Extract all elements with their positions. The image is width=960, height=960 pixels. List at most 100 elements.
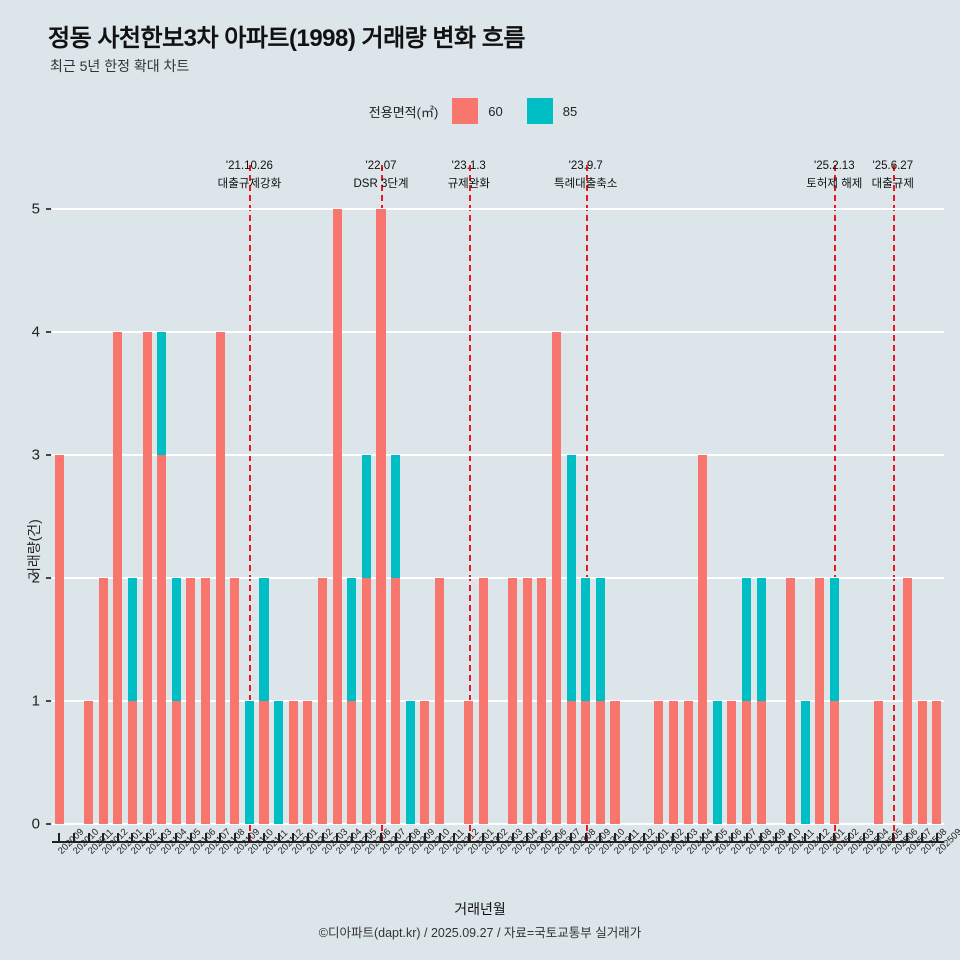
x-axis-tick bbox=[336, 833, 339, 842]
bar-60 bbox=[54, 455, 64, 824]
x-axis-title: 거래년월 bbox=[454, 901, 506, 917]
y-axis-title: 거래량(건) bbox=[26, 519, 42, 580]
y-axis-tick bbox=[46, 208, 51, 210]
footer-credit: ©디아파트(dapt.kr) / 2025.09.27 / 자료=국토교통부 실… bbox=[318, 926, 642, 940]
x-axis-tick bbox=[862, 833, 865, 842]
bar-60 bbox=[361, 578, 371, 824]
bar-60 bbox=[127, 701, 137, 824]
bar-60 bbox=[303, 701, 313, 824]
page-subtitle: 최근 5년 한정 확대 차트 bbox=[50, 58, 190, 74]
x-axis-tick bbox=[716, 833, 719, 842]
y-axis-tick-label: 3 bbox=[31, 446, 40, 464]
legend-label-85: 85 bbox=[562, 103, 578, 119]
bar-60 bbox=[581, 701, 591, 824]
x-axis-tick bbox=[204, 833, 207, 842]
x-axis-tick bbox=[540, 833, 543, 842]
event-date: '22.07 bbox=[365, 160, 397, 172]
bar-60 bbox=[434, 578, 445, 824]
bar-60 bbox=[157, 455, 167, 824]
bar-85 bbox=[712, 701, 722, 824]
y-axis-tick bbox=[46, 454, 51, 456]
x-axis-tick bbox=[570, 833, 573, 842]
bar-60 bbox=[113, 332, 123, 824]
x-axis-tick bbox=[219, 833, 222, 842]
bar-60 bbox=[932, 701, 942, 824]
bar-60 bbox=[815, 578, 825, 824]
bar-60 bbox=[464, 701, 474, 824]
plot-area bbox=[52, 208, 944, 825]
bar-60 bbox=[215, 332, 225, 824]
x-axis-tick bbox=[58, 833, 61, 842]
event-text: DSR 3단계 bbox=[353, 177, 409, 190]
x-axis-tick bbox=[189, 833, 192, 842]
legend-swatch-85 bbox=[526, 98, 553, 124]
x-axis-tick bbox=[87, 833, 90, 842]
y-axis-tick-label: 4 bbox=[31, 323, 40, 341]
bar-85 bbox=[171, 578, 181, 701]
x-axis-tick bbox=[306, 833, 309, 842]
gridline bbox=[52, 454, 944, 456]
bar-85 bbox=[259, 578, 269, 701]
x-axis-tick bbox=[789, 833, 792, 842]
bar-85 bbox=[742, 578, 752, 701]
bar-60 bbox=[654, 701, 664, 824]
legend-swatch-60 bbox=[452, 98, 479, 124]
event-date: '23.9.7 bbox=[568, 160, 603, 172]
bar-60 bbox=[610, 701, 620, 824]
gridline bbox=[52, 577, 944, 579]
bar-60 bbox=[698, 455, 708, 824]
bar-85 bbox=[800, 701, 810, 824]
bar-60 bbox=[508, 578, 518, 824]
x-axis-tick bbox=[131, 833, 134, 842]
bar-60 bbox=[785, 578, 795, 824]
x-axis-tick bbox=[774, 833, 777, 842]
bar-60 bbox=[317, 578, 328, 824]
x-axis-tick bbox=[263, 833, 266, 842]
bar-60 bbox=[186, 578, 196, 824]
x-axis-tick bbox=[423, 833, 426, 842]
bar-60 bbox=[347, 701, 357, 824]
bar-85 bbox=[595, 578, 605, 701]
bar-60 bbox=[478, 578, 488, 824]
bar-60 bbox=[595, 701, 605, 824]
gridline bbox=[52, 700, 944, 702]
x-axis-tick bbox=[292, 833, 295, 842]
bar-60 bbox=[917, 701, 927, 824]
bar-60 bbox=[171, 701, 181, 824]
x-axis-tick bbox=[818, 833, 821, 842]
bar-60 bbox=[537, 578, 547, 824]
bar-60 bbox=[84, 701, 94, 824]
x-axis-tick bbox=[482, 833, 485, 842]
bar-85 bbox=[347, 578, 357, 701]
x-axis-tick bbox=[394, 833, 397, 842]
x-axis-tick bbox=[701, 833, 704, 842]
x-axis-tick bbox=[584, 833, 587, 842]
event-label: '22.07 DSR 3단계 bbox=[354, 158, 409, 194]
bar-85 bbox=[566, 455, 576, 701]
x-axis-tick bbox=[891, 833, 894, 842]
gridline bbox=[52, 208, 944, 210]
x-axis-tick bbox=[321, 833, 324, 842]
x-axis-tick bbox=[146, 833, 149, 842]
event-date: '21.10.26 bbox=[225, 160, 273, 172]
y-axis-tick-label: 0 bbox=[31, 815, 40, 833]
bar-85 bbox=[829, 578, 839, 701]
bar-85 bbox=[244, 701, 254, 824]
bar-60 bbox=[230, 578, 240, 824]
y-axis-tick bbox=[46, 823, 51, 825]
x-axis-tick bbox=[409, 833, 412, 842]
x-axis-tick bbox=[847, 833, 850, 842]
bar-85 bbox=[274, 701, 284, 824]
x-axis-tick bbox=[657, 833, 660, 842]
x-axis-tick bbox=[526, 833, 529, 842]
event-text: 대출규제강화 bbox=[217, 177, 282, 190]
bar-60 bbox=[142, 332, 152, 824]
bar-60 bbox=[742, 701, 752, 824]
bar-60 bbox=[420, 701, 430, 824]
event-label: '23.1.3 규제완화 bbox=[448, 158, 490, 194]
x-axis-tick bbox=[160, 833, 163, 842]
x-axis-tick bbox=[350, 833, 353, 842]
x-axis-tick bbox=[497, 833, 499, 842]
x-axis-tick bbox=[921, 833, 924, 842]
x-axis-tick bbox=[72, 833, 75, 842]
